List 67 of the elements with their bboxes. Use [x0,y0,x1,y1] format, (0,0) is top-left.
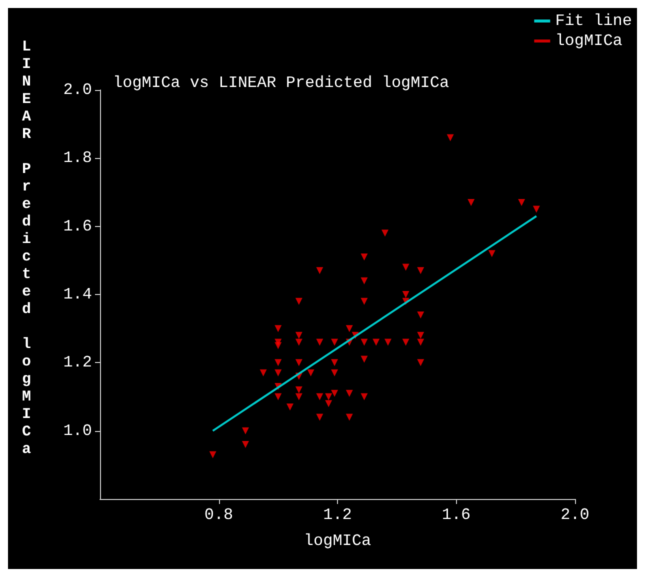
y-tick-label: 1.8 [63,149,92,168]
point [331,369,338,376]
point [488,250,496,258]
point [295,359,302,366]
point [295,393,302,400]
point [286,403,294,410]
y-tick-label: 1.6 [63,217,92,236]
legend-label: Fit line [555,12,632,30]
point [402,264,410,271]
point [295,386,302,394]
point [346,325,353,332]
legend-label: logMICa [555,32,623,50]
point [417,311,424,318]
y-tick-label: 1.0 [63,422,92,440]
point [209,451,216,458]
point [360,254,368,261]
point [331,359,338,366]
point [295,298,302,305]
point [274,342,282,350]
point [316,267,324,274]
point [316,414,324,421]
point [325,400,332,408]
point [274,393,282,400]
y-tick-label: 1.4 [63,286,92,304]
point [384,338,392,346]
point [532,206,540,213]
point [274,359,282,366]
point [402,338,410,346]
point [446,134,454,142]
point [372,338,380,346]
point [316,393,324,400]
x-tick-label: 2.0 [560,506,590,524]
point [295,338,302,346]
point [307,369,314,376]
x-tick-label: 1.6 [442,506,471,524]
point [346,390,353,397]
point [417,359,424,366]
point [360,298,368,305]
point [360,277,368,284]
point [360,393,368,400]
y-tick-label: 1.2 [63,354,92,372]
point [417,338,424,346]
point [274,369,282,376]
point [468,198,475,206]
point [274,325,282,332]
point [417,332,424,339]
point [346,414,353,421]
point [402,291,410,298]
x-axis-title: logMICa [304,532,372,550]
point [260,369,267,376]
y-tick-label: 2.0 [63,81,92,99]
x-tick-label: 0.8 [204,506,234,524]
point [331,338,338,346]
text: LINEAR Predicted logMICa [22,38,32,458]
point [382,230,388,237]
point [518,198,526,206]
point [331,390,338,397]
x-tick-label: 1.2 [323,506,352,524]
point [242,440,249,448]
point [295,332,302,339]
chart-title: logMICa vs LINEAR Predicted logMICa [113,74,450,92]
point [360,356,368,363]
point [360,338,368,346]
point [417,267,424,274]
point [242,427,249,434]
point [316,338,324,346]
point [325,393,332,400]
